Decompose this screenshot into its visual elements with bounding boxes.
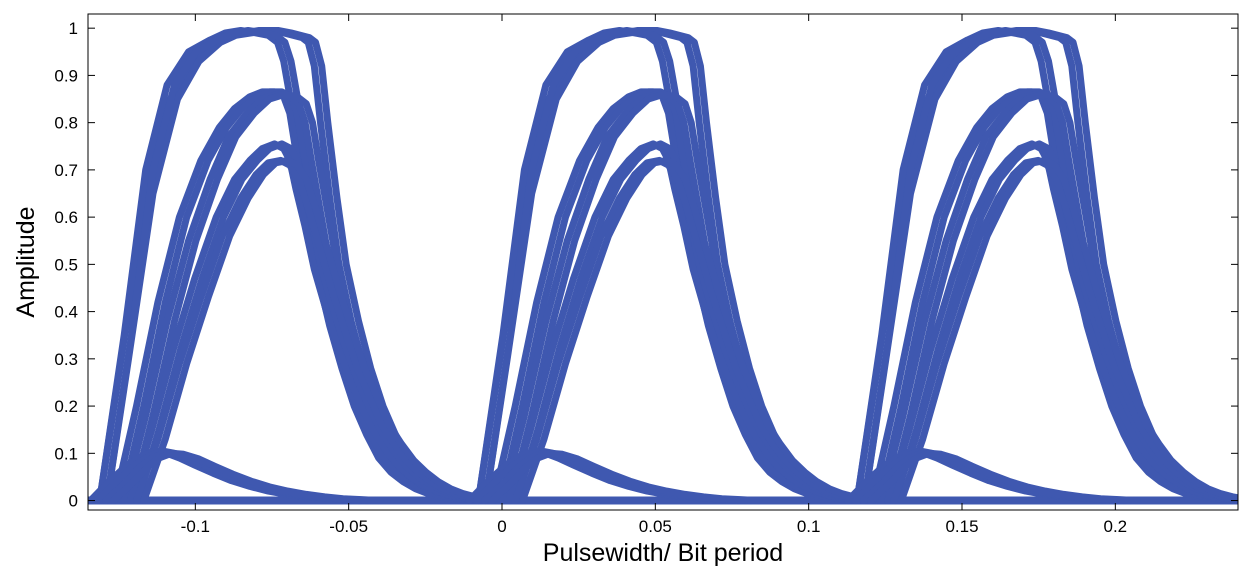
y-tick-label: 0.9 xyxy=(54,66,78,85)
y-tick-label: 1 xyxy=(69,19,78,38)
y-tick-label: 0.5 xyxy=(54,255,78,274)
pulse-1-trace-5-1 xyxy=(519,156,882,505)
x-tick-label: -0.05 xyxy=(329,517,368,536)
y-axis-label: Amplitude xyxy=(12,206,40,317)
axis-ticks: -0.1 -0.05 0 0.05 0.1 0.15 0.2 0 0.1 0.2 0.3 0.4 0.5… xyxy=(54,14,1238,536)
pulse-2-trace-5-1 xyxy=(897,156,1238,505)
y-tick-label: 0.8 xyxy=(54,114,78,133)
x-tick-label: 0.1 xyxy=(797,517,821,536)
pulse-1-trace-7-1 xyxy=(488,449,763,505)
x-tick-label: 0.2 xyxy=(1104,517,1128,536)
pulse-2-trace-5-0 xyxy=(890,156,1238,505)
x-tick-label: 0.15 xyxy=(945,517,978,536)
x-tick-label: 0.05 xyxy=(639,517,672,536)
y-tick-label: 0.3 xyxy=(54,350,78,369)
pulse-1-trace-5-0 xyxy=(511,156,875,505)
plot-area xyxy=(88,14,1238,510)
y-tick-label: 0.6 xyxy=(54,208,78,227)
pulse-0-trace-5-1 xyxy=(140,156,503,505)
y-tick-label: 0.7 xyxy=(54,161,78,180)
pulse-0-trace-7-1 xyxy=(109,449,384,505)
pulse-0-trace-5-0 xyxy=(133,156,496,505)
x-tick-label: -0.1 xyxy=(181,517,210,536)
y-tick-label: 0.2 xyxy=(54,397,78,416)
y-tick-label: 0 xyxy=(69,492,78,511)
plot-frame xyxy=(87,13,1239,511)
x-tick-label: 0 xyxy=(497,517,506,536)
x-axis-label: Pulsewidth/ Bit period xyxy=(543,539,783,567)
pulse-2-trace-7-1 xyxy=(867,449,1141,505)
y-tick-label: 0.4 xyxy=(54,303,78,322)
y-tick-label: 0.1 xyxy=(54,444,78,463)
eye-traces xyxy=(88,27,1238,505)
